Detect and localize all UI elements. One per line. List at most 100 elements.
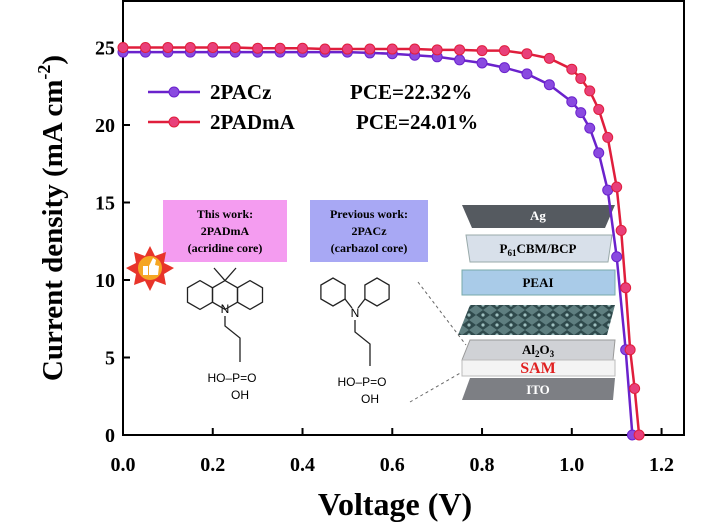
legend-marker bbox=[168, 116, 180, 128]
box-text: 2PACz bbox=[351, 224, 387, 238]
device-stack: Ag P61CBM/BCP PEAI Al2O3 SAM ITO bbox=[409, 205, 616, 403]
data-point bbox=[274, 42, 286, 54]
molecule-bond bbox=[354, 320, 371, 366]
data-point bbox=[229, 42, 241, 53]
box-text: This work: bbox=[197, 207, 253, 221]
x-tick-label: 1.2 bbox=[649, 454, 674, 476]
data-point bbox=[431, 44, 443, 56]
molecule-ring bbox=[186, 279, 214, 311]
layer-label: ITO bbox=[526, 382, 550, 397]
legend-label: 2PADmA bbox=[210, 110, 296, 134]
data-point bbox=[498, 45, 510, 57]
data-point bbox=[575, 73, 587, 84]
data-point bbox=[521, 68, 533, 80]
data-point bbox=[566, 96, 578, 108]
data-point bbox=[117, 42, 129, 53]
molecule-bond bbox=[213, 267, 226, 282]
molecule-bond bbox=[344, 298, 353, 309]
data-point bbox=[207, 42, 219, 53]
atom-label: HO–P=O bbox=[207, 371, 256, 385]
y-axis-title: Current density (mA cm-2) bbox=[34, 55, 69, 381]
data-point bbox=[409, 43, 421, 55]
atom-label: HO–P=O bbox=[337, 375, 386, 389]
atom-label: OH bbox=[361, 392, 379, 406]
data-point bbox=[620, 282, 632, 294]
y-tick-label: 15 bbox=[95, 193, 115, 215]
x-tick-label: 0.8 bbox=[470, 454, 495, 476]
layer-label: Al2O3 bbox=[522, 342, 555, 359]
x-tick-label: 0.2 bbox=[200, 454, 225, 476]
legend-marker bbox=[168, 86, 180, 98]
dashed-connector bbox=[409, 371, 463, 403]
data-point bbox=[139, 42, 151, 53]
y-tick-label: 5 bbox=[105, 348, 115, 370]
molecule-ring bbox=[320, 277, 346, 307]
data-point bbox=[615, 224, 627, 236]
box-text: (acridine core) bbox=[188, 241, 263, 255]
y-tick-label: 10 bbox=[95, 270, 115, 292]
legend-label: 2PACz bbox=[210, 80, 271, 104]
layer-label: P61CBM/BCP bbox=[500, 241, 577, 258]
box-text: (carbazol core) bbox=[331, 241, 408, 255]
ito-layer bbox=[462, 378, 615, 400]
molecule-bond bbox=[224, 316, 241, 362]
this-work-box bbox=[163, 200, 287, 262]
x-axis-title: Voltage (V) bbox=[318, 486, 472, 522]
data-point bbox=[341, 43, 353, 55]
x-tick-label: 0.6 bbox=[380, 454, 405, 476]
data-point bbox=[566, 63, 578, 75]
annotation: PCE=22.32% bbox=[350, 80, 472, 104]
data-point bbox=[364, 43, 376, 55]
y-tick-label: 25 bbox=[95, 38, 115, 60]
data-point bbox=[386, 43, 398, 55]
data-point bbox=[543, 52, 555, 64]
atom-label: OH bbox=[231, 388, 249, 402]
y-tick-label: 0 bbox=[105, 425, 115, 447]
data-point bbox=[498, 62, 510, 74]
series-line bbox=[123, 50, 634, 436]
data-point bbox=[521, 48, 533, 60]
x-tick-label: 1.0 bbox=[559, 454, 584, 476]
data-point bbox=[611, 251, 623, 263]
previous-work-box bbox=[310, 200, 428, 262]
thumbs-up-icon bbox=[126, 246, 174, 291]
perovskite-layer bbox=[458, 305, 615, 335]
data-point bbox=[593, 104, 605, 115]
x-tick-label: 0.4 bbox=[290, 454, 315, 476]
atom-label: N bbox=[351, 306, 360, 320]
data-point bbox=[184, 42, 196, 53]
data-point bbox=[611, 181, 623, 193]
data-point bbox=[319, 43, 331, 55]
dashed-connector bbox=[417, 281, 467, 346]
data-point bbox=[543, 79, 555, 91]
data-point bbox=[584, 122, 596, 134]
data-point bbox=[633, 429, 645, 441]
data-point bbox=[584, 85, 596, 97]
sam-layer bbox=[461, 359, 616, 377]
peai-layer bbox=[461, 269, 616, 296]
data-point bbox=[454, 44, 466, 56]
data-point bbox=[297, 42, 309, 54]
layer-label: SAM bbox=[520, 360, 556, 377]
y-tick-label: 20 bbox=[95, 115, 115, 137]
box-text: Previous work: bbox=[330, 207, 408, 221]
molecule-ring bbox=[236, 279, 264, 311]
molecule-ring bbox=[364, 277, 390, 307]
data-point bbox=[476, 57, 488, 69]
molecule-bond bbox=[224, 267, 237, 282]
data-point bbox=[454, 54, 466, 66]
box-text: 2PADmA bbox=[201, 224, 250, 238]
molecule-bond bbox=[357, 298, 366, 309]
data-point bbox=[629, 383, 641, 394]
data-point bbox=[602, 131, 614, 143]
ag-layer bbox=[462, 205, 615, 228]
pcbm-layer bbox=[465, 234, 613, 263]
plot-frame bbox=[122, 0, 685, 436]
data-point bbox=[593, 147, 605, 159]
x-tick-label: 0.0 bbox=[111, 454, 136, 476]
data-point bbox=[624, 344, 636, 356]
annotation: PCE=24.01% bbox=[356, 110, 478, 134]
layer-label: Ag bbox=[530, 208, 546, 223]
layer-label: PEAI bbox=[522, 275, 553, 290]
